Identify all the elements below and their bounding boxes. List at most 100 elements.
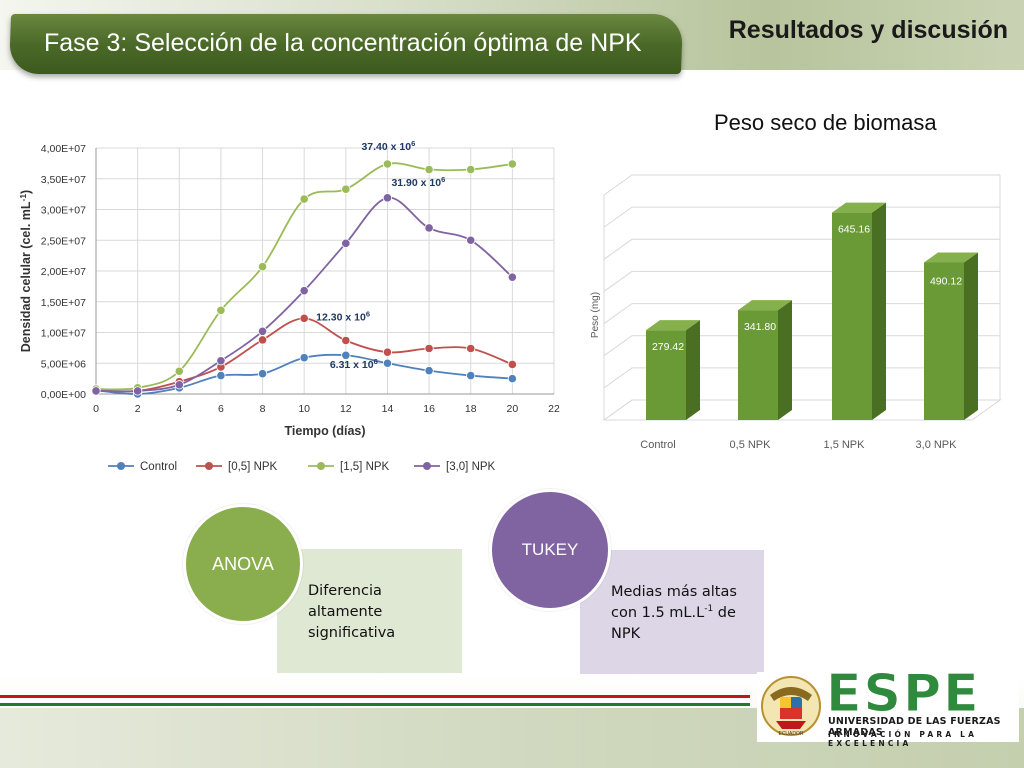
espe-logo-text: ESPE <box>826 664 981 725</box>
y-tick-label: 5,00E+06 <box>41 358 86 370</box>
data-point <box>382 193 393 203</box>
section-title: Resultados y discusión <box>728 16 1008 44</box>
data-point <box>424 343 434 354</box>
university-seal-icon: ECUADOR <box>761 676 821 737</box>
y-tick-label: 4,00E+07 <box>41 143 86 155</box>
x-tick-label: 3,0 NPK <box>916 439 958 451</box>
data-point <box>257 262 268 272</box>
bar <box>646 330 686 420</box>
tukey-result-text: Medias más altas con 1.5 mL.L-1 de NPK <box>611 582 761 645</box>
data-point <box>299 194 309 204</box>
data-point <box>382 347 393 357</box>
data-point <box>299 353 309 363</box>
legend-label: [1,5] NPK <box>340 461 390 473</box>
data-point <box>341 350 351 360</box>
data-point <box>341 335 351 346</box>
tukey-result-box <box>580 550 764 674</box>
peak-annotation: 31.90 x 106 <box>391 175 445 189</box>
y-axis-title: Peso (mg) <box>590 292 601 338</box>
legend-marker <box>205 462 213 470</box>
x-tick-label: 10 <box>298 403 310 415</box>
x-tick-label: 0 <box>93 403 99 415</box>
data-point <box>424 366 434 376</box>
anova-label: ANOVA <box>212 553 274 574</box>
slide-title: Fase 3: Selección de la concentración óp… <box>44 29 642 57</box>
data-point <box>341 238 351 248</box>
data-point <box>174 380 184 390</box>
y-axis-title: Densidad celular (cel. mL-1) <box>18 190 33 352</box>
bar-top <box>738 300 792 311</box>
data-point <box>216 370 226 381</box>
footer-stripes <box>0 695 750 707</box>
university-name: UNIVERSIDAD DE LAS FUERZAS ARMADAS <box>828 716 1001 738</box>
biomass-bar-chart: Peso (mg) 279.42 Control 341.80 0,5 NPK 645.… <box>590 174 1002 451</box>
peak-annotation: 6.31 x 106 <box>330 357 378 371</box>
data-point <box>257 369 268 379</box>
x-tick-label: 4 <box>176 403 182 415</box>
bar-side <box>872 202 886 420</box>
bar-top <box>924 252 978 263</box>
data-point <box>133 386 143 396</box>
x-axis-title: Tiempo (días) <box>284 424 365 438</box>
data-point <box>299 286 309 296</box>
bar <box>738 310 778 420</box>
y-tick-label: 3,00E+07 <box>41 205 86 217</box>
x-tick-label: 6 <box>218 403 224 415</box>
data-point <box>466 164 476 175</box>
data-point <box>382 159 393 169</box>
tukey-label: TUKEY <box>521 540 579 559</box>
anova-result-text: Diferencia altamente significativa <box>308 583 396 641</box>
legend-marker <box>317 462 325 470</box>
data-point <box>341 184 351 194</box>
y-tick-label: 1,00E+07 <box>41 328 86 340</box>
legend-label: Control <box>140 461 177 473</box>
data-point <box>257 326 268 336</box>
y-tick-label: 2,00E+07 <box>41 266 86 278</box>
university-motto: INNOVACIÓN PARA LA EXCELENCIA <box>828 730 978 748</box>
data-point <box>466 370 476 381</box>
legend-label: [3,0] NPK <box>446 461 496 473</box>
x-tick-label: 8 <box>260 403 266 415</box>
bar-side <box>778 300 792 420</box>
cell-density-line-chart: 0,00E+00 5,00E+06 1,00E+07 1,50E+07 2,00E+07… <box>18 139 560 473</box>
data-point <box>299 313 309 323</box>
tukey-text-tail: de NPK <box>611 605 736 642</box>
bar-value-label: 645.16 <box>838 224 870 236</box>
data-point <box>216 305 226 315</box>
bar-side <box>964 252 978 420</box>
x-tick-label: Control <box>640 439 675 451</box>
data-point <box>507 272 517 282</box>
data-point <box>424 164 434 175</box>
data-point <box>507 374 517 384</box>
x-tick-label: 14 <box>382 403 394 415</box>
data-point <box>466 343 476 354</box>
bar-top <box>646 320 700 331</box>
bar-side <box>686 320 700 420</box>
bar <box>924 262 964 420</box>
x-tick-label: 12 <box>340 403 352 415</box>
bar-value-label: 490.12 <box>930 275 962 287</box>
bar-value-label: 341.80 <box>744 321 776 333</box>
bar-top <box>832 202 886 213</box>
x-tick-label: 18 <box>465 403 477 415</box>
x-tick-label: 16 <box>423 403 435 415</box>
anova-circle: ANOVA <box>183 504 303 624</box>
tukey-circle: TUKEY <box>489 489 611 611</box>
biomass-subtitle: Peso seco de biomasa <box>714 110 937 135</box>
peak-annotation: 37.40 x 106 <box>361 139 415 153</box>
y-tick-label: 1,50E+07 <box>41 297 86 309</box>
y-tick-label: 3,50E+07 <box>41 174 86 186</box>
data-point <box>216 356 226 366</box>
x-tick-label: 20 <box>507 403 519 415</box>
tukey-text-main: Medias más altas con 1.5 mL.L <box>611 584 737 621</box>
bar-value-label: 279.42 <box>652 341 684 353</box>
y-gridline <box>603 206 1000 228</box>
data-point <box>257 335 268 345</box>
x-tick-label: 0,5 NPK <box>730 439 772 451</box>
anova-result-box <box>277 549 462 673</box>
data-point <box>507 159 517 169</box>
y-gridline <box>603 174 1000 196</box>
y-tick-label: 0,00E+00 <box>41 389 86 401</box>
data-point <box>424 223 434 233</box>
bar <box>832 212 872 420</box>
